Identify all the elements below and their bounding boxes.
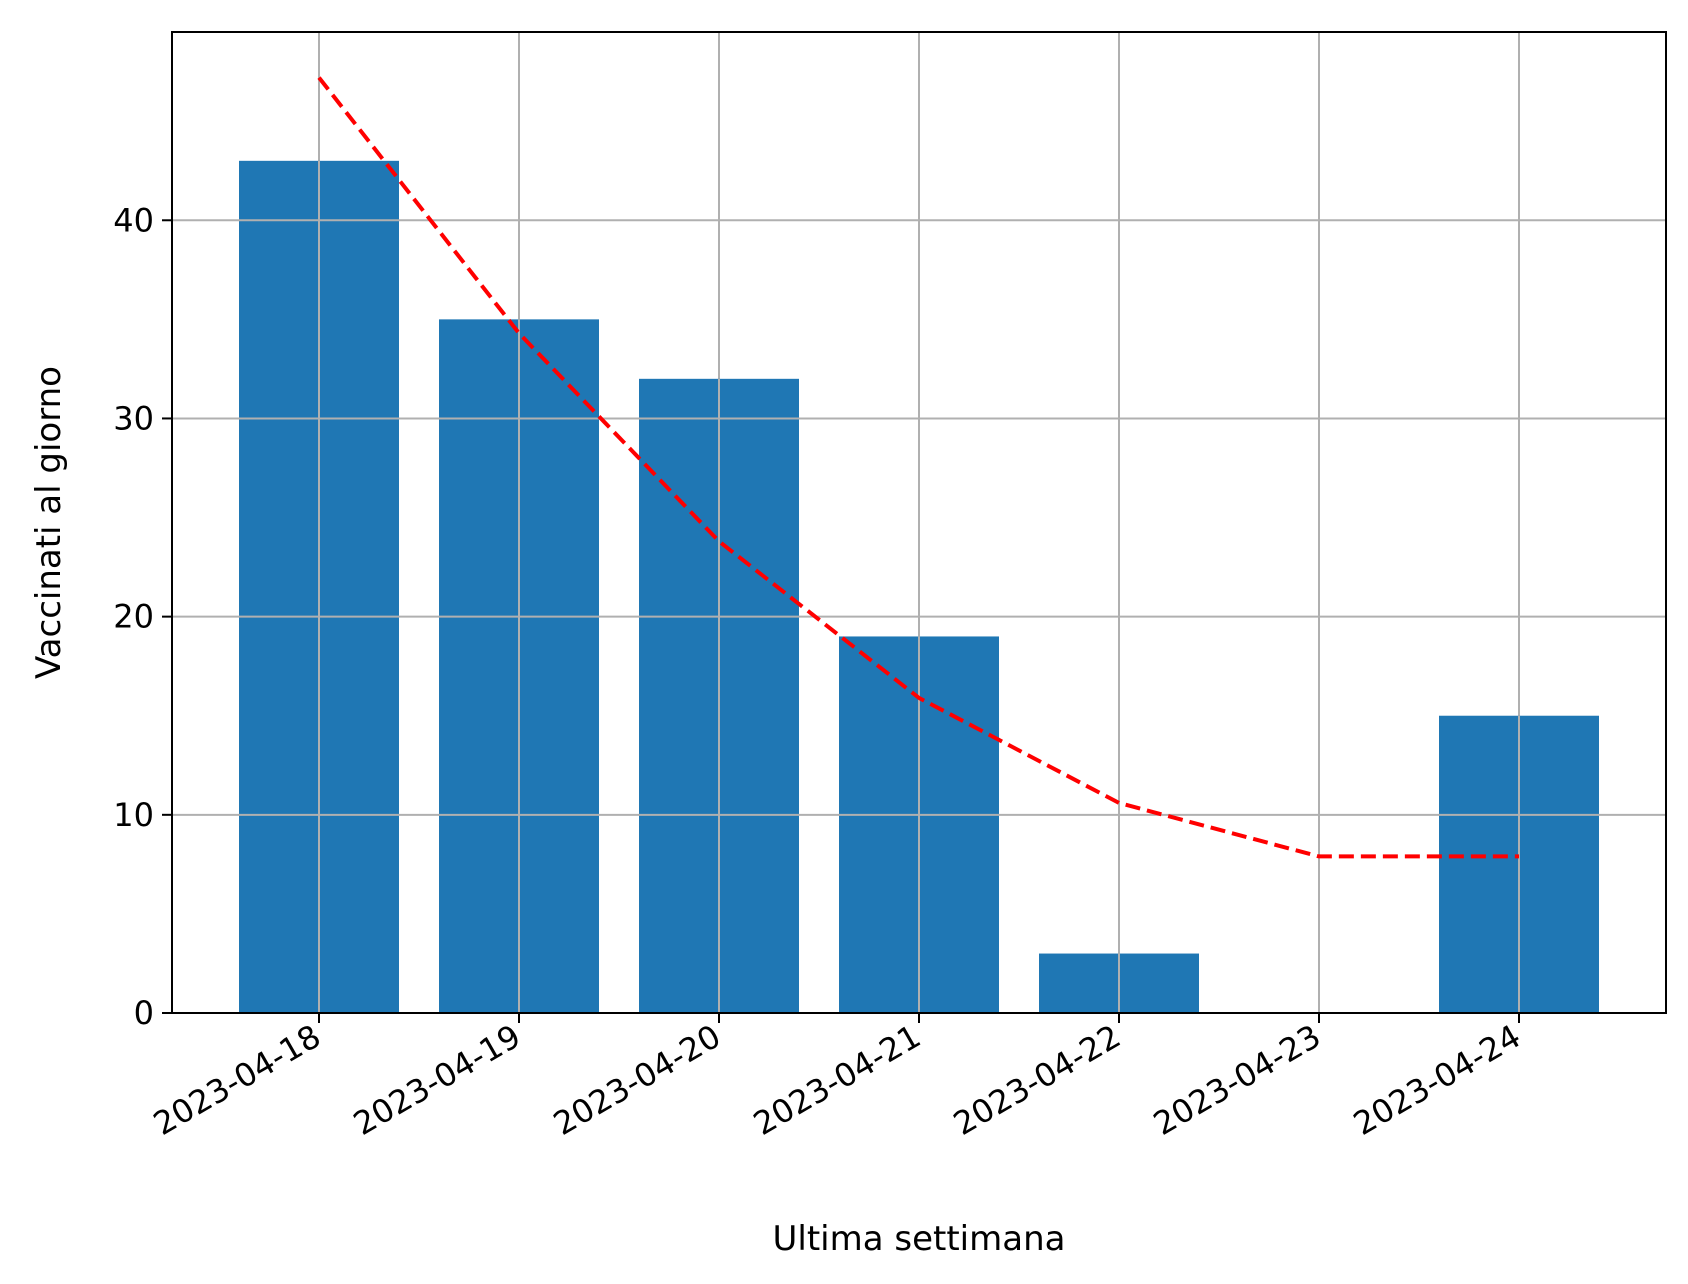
trend	[317, 76, 1519, 859]
trend-line	[317, 76, 1519, 859]
y-axis-ticks: 0 10 20 30 40	[113, 201, 172, 1032]
x-tick-label: 2023-04-22	[947, 1017, 1127, 1143]
y-tick-label: 10	[113, 796, 154, 834]
y-tick-label: 0	[134, 994, 154, 1032]
x-tick-label: 2023-04-23	[1147, 1017, 1327, 1143]
x-axis-ticks: 2023-04-18 2023-04-19 2023-04-20 2023-04-21…	[147, 1013, 1527, 1143]
y-axis-label: Vaccinati al giorno	[29, 366, 69, 679]
x-tick-label: 2023-04-19	[347, 1017, 527, 1143]
y-tick-label: 30	[113, 399, 154, 437]
y-tick-label: 20	[113, 598, 154, 636]
x-tick-label: 2023-04-21	[747, 1017, 927, 1143]
y-tick-label: 40	[113, 201, 154, 239]
x-tick-label: 2023-04-20	[547, 1017, 727, 1143]
x-tick-label: 2023-04-18	[147, 1017, 327, 1143]
x-tick-label: 2023-04-24	[1347, 1017, 1527, 1143]
x-axis-label: Ultima settimana	[773, 1219, 1066, 1259]
bars	[239, 160, 1599, 1013]
